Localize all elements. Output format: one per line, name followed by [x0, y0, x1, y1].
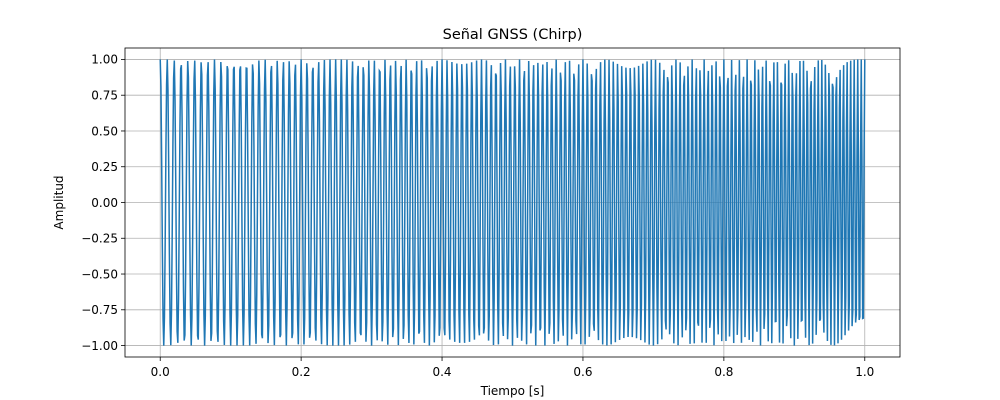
- y-tick-label: 0.75: [91, 89, 118, 103]
- y-axis-label: Amplitud: [52, 175, 66, 229]
- y-tick-label: 0.25: [91, 160, 118, 174]
- chart-title: Señal GNSS (Chirp): [443, 27, 583, 43]
- y-tick-label: −1.00: [81, 339, 118, 353]
- y-tick-label: 0.00: [91, 196, 118, 210]
- plot-area: [159, 59, 866, 346]
- x-tick-label: 1.0: [855, 365, 874, 379]
- y-tick-label: −0.25: [81, 232, 118, 246]
- y-tick-label: −0.75: [81, 303, 118, 317]
- y-tick-label: −0.50: [81, 267, 118, 281]
- x-tick-label: 0.4: [432, 365, 451, 379]
- x-tick-label: 0.2: [292, 365, 311, 379]
- y-tick-label: 0.50: [91, 124, 118, 138]
- x-axis-label: Tiempo [s]: [480, 384, 545, 398]
- x-tick-label: 0.0: [151, 365, 170, 379]
- x-tick-label: 0.8: [714, 365, 733, 379]
- series-line: [159, 59, 866, 346]
- ticks: 0.0 0.2 0.4 0.6 0.8 1.0 −1.00 −0.75 −0.50 −0.25 0.…: [81, 53, 874, 379]
- x-tick-label: 0.6: [573, 365, 592, 379]
- y-tick-label: 1.00: [91, 53, 118, 67]
